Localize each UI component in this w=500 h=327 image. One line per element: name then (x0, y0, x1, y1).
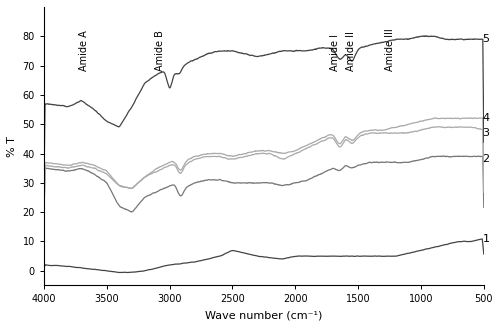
Text: 4: 4 (482, 113, 490, 123)
Text: 3: 3 (482, 128, 490, 138)
Text: Amide III: Amide III (384, 29, 394, 71)
Text: 5: 5 (482, 34, 490, 44)
X-axis label: Wave number (cm⁻¹): Wave number (cm⁻¹) (205, 310, 322, 320)
Text: Amide I: Amide I (330, 34, 340, 71)
Y-axis label: % T: % T (7, 136, 17, 157)
Text: 2: 2 (482, 154, 490, 164)
Text: Amide A: Amide A (79, 31, 89, 71)
Text: Amide B: Amide B (154, 30, 164, 71)
Text: Amide II: Amide II (346, 32, 356, 71)
Text: 1: 1 (482, 233, 490, 244)
